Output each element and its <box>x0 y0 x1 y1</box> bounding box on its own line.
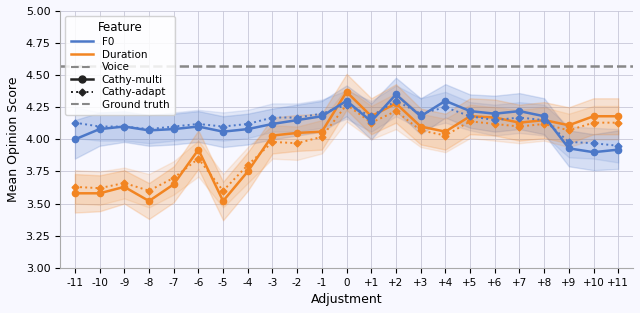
Legend: F0, Duration, Voice, Cathy-multi, Cathy-adapt, Ground truth: F0, Duration, Voice, Cathy-multi, Cathy-… <box>65 16 175 115</box>
Y-axis label: Mean Opinion Score: Mean Opinion Score <box>7 77 20 202</box>
X-axis label: Adjustment: Adjustment <box>311 293 382 306</box>
